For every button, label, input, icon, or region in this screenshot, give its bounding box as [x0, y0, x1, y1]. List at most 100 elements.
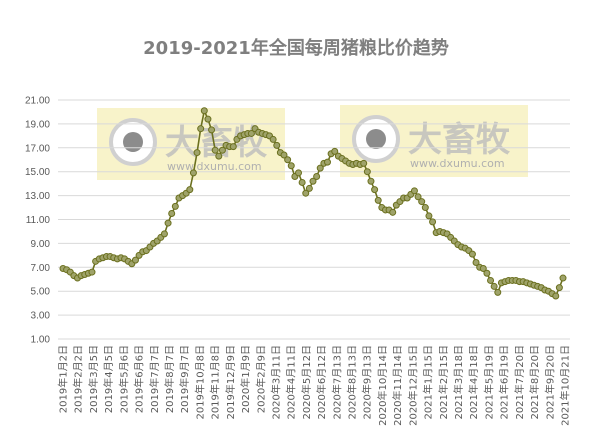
data-point	[555, 284, 563, 292]
data-point	[186, 186, 194, 194]
data-point	[88, 268, 96, 276]
x-tick-label: 2019年10月8日	[193, 345, 206, 420]
data-point	[374, 196, 382, 204]
x-tick-label: 2020年10月14日	[376, 345, 389, 426]
x-tick-label: 2020年6月12日	[315, 345, 328, 420]
data-point	[309, 177, 317, 185]
data-point	[302, 189, 310, 197]
data-point	[200, 107, 208, 115]
data-point	[559, 274, 567, 282]
data-point	[323, 158, 331, 166]
x-tick-label: 2021年1月15日	[422, 345, 435, 420]
x-axis: 2019年1月2日 2019年2月2日 2019年3月5日 2019年4月5日 2019…	[57, 345, 572, 426]
data-point	[131, 256, 139, 264]
x-tick-label: 2021年2月15日	[437, 345, 450, 420]
x-tick-label: 2019年2月2日	[72, 345, 85, 413]
data-point	[215, 152, 223, 160]
y-tick-label: 13.00	[25, 191, 50, 202]
data-point	[363, 168, 371, 176]
data-point	[483, 269, 491, 277]
x-tick-label: 2021年6月19日	[498, 345, 511, 420]
data-point	[468, 250, 476, 258]
data-point	[160, 230, 168, 238]
x-tick-label: 2019年5月6日	[117, 345, 130, 413]
data-point	[316, 164, 324, 172]
data-point	[208, 126, 216, 134]
data-point	[193, 149, 201, 157]
x-tick-label: 2019年7月7日	[148, 345, 161, 413]
data-point	[367, 177, 375, 185]
x-tick-label: 2020年2月9日	[254, 345, 267, 413]
data-point	[229, 143, 237, 151]
data-point	[494, 288, 502, 296]
x-tick-label: 2019年11月8日	[209, 345, 222, 420]
data-point	[168, 210, 176, 218]
x-tick-label: 2020年4月11日	[285, 345, 298, 420]
x-tick-label: 2021年5月19日	[482, 345, 495, 420]
x-tick-label: 2021年3月18日	[452, 345, 465, 420]
data-point	[425, 212, 433, 220]
data-point	[273, 141, 281, 149]
data-point	[331, 147, 339, 155]
watermark-url: www.dxumu.com	[167, 160, 262, 173]
data-point	[269, 135, 277, 143]
x-tick-label: 2021年9月20日	[543, 345, 556, 420]
x-tick-label: 2020年5月12日	[300, 345, 313, 420]
x-tick-label: 2019年4月5日	[102, 345, 115, 413]
x-tick-label: 2019年1月2日	[57, 345, 70, 413]
x-tick-label: 2020年8月13日	[346, 345, 359, 420]
data-point	[487, 276, 495, 284]
data-point	[552, 292, 560, 300]
data-point	[280, 151, 288, 159]
y-tick-label: 7.00	[31, 263, 51, 274]
y-axis: 1.00 3.00 5.00 7.00 9.00 11.00 13.00 15.00 17.00…	[25, 96, 50, 346]
x-tick-label: 2020年7月13日	[330, 345, 343, 420]
data-point	[164, 219, 172, 227]
x-tick-label: 2021年4月18日	[467, 345, 480, 420]
watermark-brand: 大畜牧	[408, 120, 511, 160]
data-point	[360, 159, 368, 167]
x-tick-label: 2019年6月6日	[133, 345, 146, 413]
data-point	[295, 169, 303, 177]
gridlines	[58, 99, 570, 340]
data-point	[211, 146, 219, 154]
x-tick-label: 2020年12月15日	[406, 345, 419, 426]
data-point	[287, 162, 295, 170]
x-tick-label: 2019年3月5日	[87, 345, 100, 413]
data-point	[218, 146, 226, 154]
y-tick-label: 19.00	[25, 119, 50, 130]
x-tick-label: 2020年11月14日	[391, 345, 404, 426]
data-point	[418, 198, 426, 206]
data-point	[410, 187, 418, 195]
y-tick-label: 15.00	[25, 167, 50, 178]
data-point	[313, 172, 321, 180]
logo-pupil	[123, 132, 143, 152]
y-tick-label: 3.00	[31, 311, 51, 322]
x-tick-label: 2019年12月9日	[224, 345, 237, 420]
data-point	[472, 259, 480, 267]
x-tick-label: 2021年7月20日	[513, 345, 526, 420]
y-tick-label: 11.00	[26, 215, 51, 226]
x-tick-label: 2020年9月13日	[361, 345, 374, 420]
y-tick-label: 21.00	[25, 96, 50, 107]
series	[59, 107, 567, 300]
data-point	[298, 178, 306, 186]
data-point	[371, 186, 379, 194]
data-point	[479, 264, 487, 272]
data-point	[204, 115, 212, 123]
y-tick-label: 1.00	[31, 335, 51, 346]
data-point	[389, 208, 397, 216]
data-point	[247, 129, 255, 137]
data-point	[421, 204, 429, 212]
data-point	[429, 218, 437, 226]
data-point	[197, 125, 205, 133]
y-tick-label: 9.00	[31, 239, 51, 250]
y-tick-label: 17.00	[25, 143, 50, 154]
x-tick-label: 2019年8月7日	[163, 345, 176, 413]
watermark-url: www.dxumu.com	[410, 157, 505, 170]
x-tick-label: 2021年8月20日	[528, 345, 541, 420]
logo-pupil	[366, 129, 386, 149]
